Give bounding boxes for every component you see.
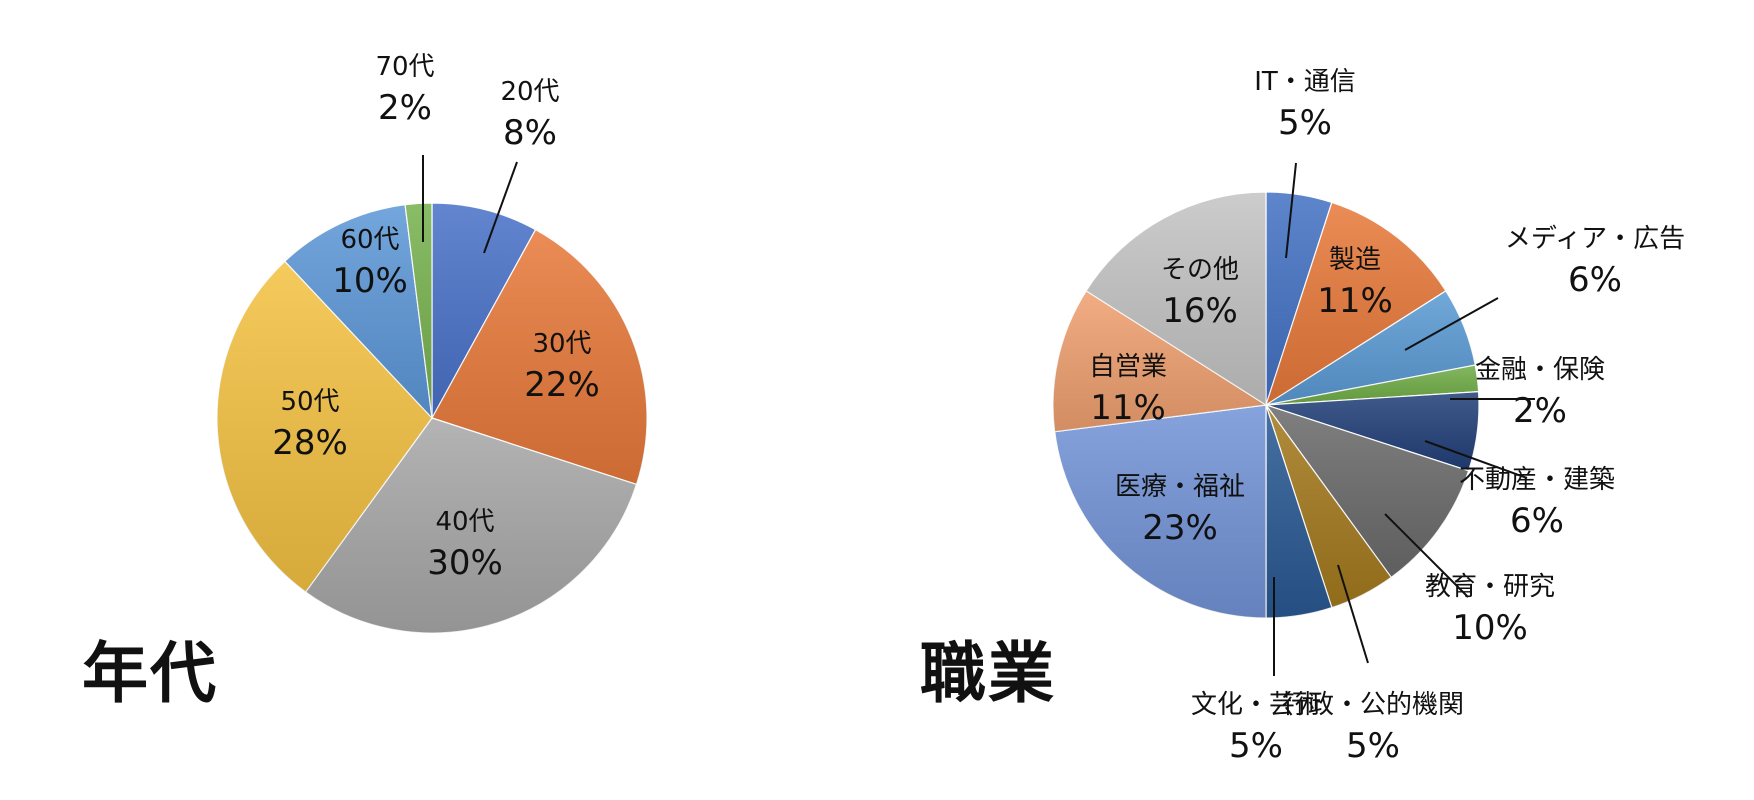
age-slice-5-shade — [284, 204, 432, 418]
age-slice-label-1: 20代 — [500, 77, 559, 107]
age-slice-percent-2: 22% — [524, 365, 600, 405]
occupation-slice-label-8: 文化・芸術 — [1191, 690, 1321, 720]
age-slice-percent-6: 2% — [378, 88, 432, 128]
occupation-slice-label-9: 医療・福祉 — [1115, 472, 1245, 502]
occupation-slice-2-shade — [1266, 202, 1446, 405]
age-slice-2-shade — [432, 229, 648, 485]
occupation-slice-label-11: その他 — [1161, 255, 1239, 285]
age-slice-label-4: 50代 — [280, 387, 339, 417]
occupation-slice-1-shade — [1266, 192, 1332, 405]
occupation-slice-percent-4: 2% — [1513, 391, 1567, 431]
age-slice-4-shade — [216, 261, 432, 592]
age-slice-percent-3: 30% — [427, 543, 503, 583]
age-slice-6-shade — [405, 203, 432, 418]
occupation-slice-label-1: IT・通信 — [1254, 67, 1356, 97]
age-chart-title: 年代 — [82, 635, 218, 712]
occupation-slice-10-shade — [1053, 290, 1266, 432]
occupation-slice-3-shade — [1266, 290, 1476, 405]
age-slice-percent-1: 8% — [503, 113, 557, 153]
occupation-slice-percent-2: 11% — [1317, 281, 1393, 321]
occupation-slice-4-shade — [1266, 365, 1479, 405]
occupation-leader-line-7 — [1337, 564, 1369, 664]
occupation-leader-line-3 — [1404, 297, 1499, 351]
occupation-slice-percent-6: 10% — [1452, 608, 1528, 648]
occupation-slice-percent-5: 6% — [1510, 501, 1564, 541]
age-slice-3-shade — [305, 418, 637, 634]
occupation-leader-line-1 — [1285, 162, 1297, 259]
occupation-chart-title: 職業 — [920, 635, 1056, 712]
occupation-slice-percent-11: 16% — [1162, 291, 1238, 331]
occupation-slice-percent-3: 6% — [1568, 260, 1622, 300]
occupation-slice-percent-1: 5% — [1278, 103, 1332, 143]
occupation-leader-line-6 — [1384, 513, 1469, 598]
occupation-leader-line-5 — [1424, 440, 1528, 479]
occupation-slice-9-shade — [1054, 405, 1266, 618]
age-slice-label-2: 30代 — [532, 329, 591, 359]
age-slice-percent-4: 28% — [272, 423, 348, 463]
occupation-slice-6-shade — [1266, 405, 1469, 578]
occupation-slice-label-2: 製造 — [1329, 245, 1381, 275]
occupation-slice-label-6: 教育・研究 — [1425, 572, 1555, 602]
age-slice-percent-5: 10% — [332, 261, 408, 301]
age-leader-line-1 — [483, 161, 518, 254]
occupation-slice-label-5: 不動産・建築 — [1459, 465, 1615, 495]
occupation-slice-11-shade — [1086, 192, 1266, 405]
occupation-slice-5-shade — [1266, 391, 1480, 471]
age-pie-chart: 20代 8% 30代 22% 40代 30% 50代 28% 60代 10% 70代 2% — [216, 52, 648, 634]
occupation-slice-percent-9: 23% — [1142, 508, 1218, 548]
age-slice-1-shade — [432, 203, 536, 418]
occupation-slice-8-shade — [1266, 405, 1332, 618]
occupation-slice-percent-10: 11% — [1090, 388, 1166, 428]
occupation-slice-label-7: 行政・公的機関 — [1282, 690, 1464, 720]
occupation-slice-label-3: メディア・広告 — [1505, 224, 1685, 254]
occupation-slice-percent-8: 5% — [1229, 726, 1283, 766]
occupation-pie-chart: IT・通信 5% 製造 11% メディア・広告 6% 金融・保険 2% 不動産・建築 6% 教育・研… — [1052, 67, 1685, 766]
age-slice-label-5: 60代 — [340, 225, 399, 255]
occupation-slice-7-shade — [1266, 405, 1392, 608]
occupation-slice-percent-7: 5% — [1346, 726, 1400, 766]
occupation-slice-label-10: 自営業 — [1089, 352, 1167, 382]
age-slice-label-6: 70代 — [375, 52, 434, 82]
occupation-slice-label-4: 金融・保険 — [1475, 355, 1605, 385]
age-slice-label-3: 40代 — [435, 507, 494, 537]
